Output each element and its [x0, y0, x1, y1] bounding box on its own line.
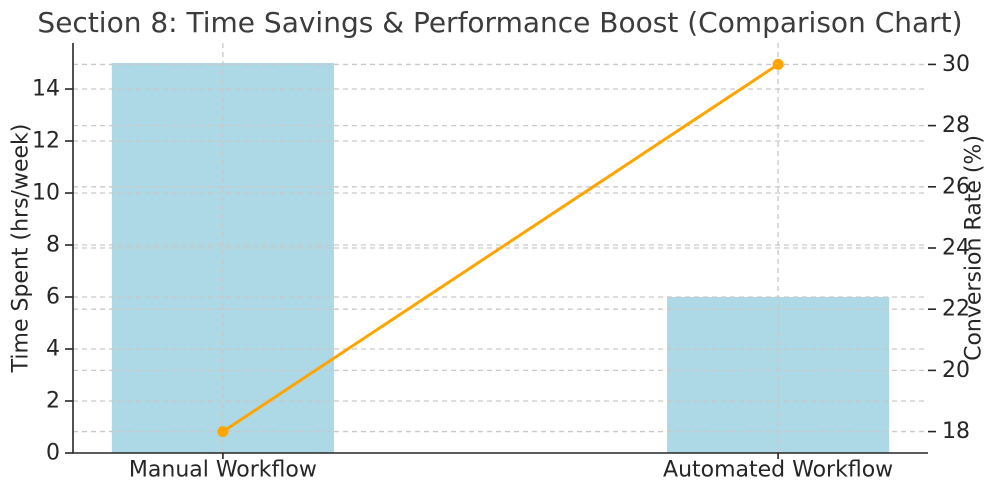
line-marker — [772, 58, 784, 70]
left-tick-label: 6 — [46, 285, 60, 310]
left-tick-label: 4 — [46, 337, 60, 362]
right-tick-label: 26 — [942, 174, 970, 199]
left-tick-label: 0 — [46, 441, 60, 466]
bar — [667, 297, 890, 453]
right-tick-label: 28 — [942, 113, 970, 138]
right-tick-label: 30 — [942, 52, 970, 77]
right-tick-label: 24 — [942, 236, 970, 261]
line-marker — [217, 426, 229, 438]
left-tick-label: 14 — [32, 77, 60, 102]
left-tick-label: 2 — [46, 389, 60, 414]
conversion-line — [221, 62, 780, 434]
left-tick-label: 12 — [32, 129, 60, 154]
category-label: Manual Workflow — [129, 458, 317, 483]
left-tick-label: 8 — [46, 233, 60, 258]
right-tick-label: 20 — [942, 358, 970, 383]
category-label: Automated Workflow — [663, 458, 893, 483]
right-tick-label: 18 — [942, 419, 970, 444]
left-tick-label: 10 — [32, 181, 60, 206]
right-tick-label: 22 — [942, 297, 970, 322]
chart-title: Section 8: Time Savings & Performance Bo… — [37, 6, 963, 39]
